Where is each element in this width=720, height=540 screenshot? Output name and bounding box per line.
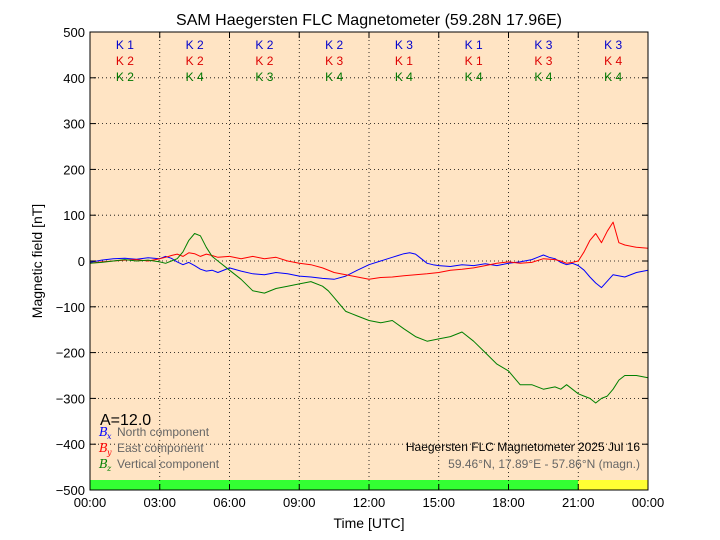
k-index-label: K 2 [255,38,273,52]
y-tick-label: −500 [56,483,85,498]
k-index-labels: K 1 K 2 K 2 K 2 K 3 K 1 K 3 K 3 K 2 K 2 K 2 K 3 K 1 K… [116,38,623,84]
series-line-bz [89,233,649,404]
y-tick-labels: 500 400 300 200 100 0 −100 −200 −300 −400 −500 [56,25,85,498]
k-index-label: K 1 [395,54,413,68]
y-tick-label: 400 [63,71,85,86]
k-index-label: K 3 [395,38,413,52]
k-index-label: K 4 [604,70,622,84]
k-index-label: K 2 [186,54,204,68]
legend-label: North component [117,425,210,439]
k-index-label: K 1 [465,54,483,68]
y-tick-label: −300 [56,391,85,406]
legend-subscript: x [107,432,112,441]
y-tick-label: 100 [63,208,85,223]
grid-lines [90,32,648,490]
x-tick-label: 21:00 [562,495,595,510]
x-tick-labels: 00:00 03:00 06:00 09:00 12:00 15:00 18:00 21:00… [74,495,665,510]
y-tick-label: 200 [63,162,85,177]
y-axis-label: Magnetic field [nT] [29,204,45,318]
x-tick-label: 18:00 [492,495,525,510]
k-index-label: K 2 [116,54,134,68]
k-index-label: K 2 [325,38,343,52]
y-tick-label: 300 [63,117,85,132]
k-index-label: K 4 [534,70,552,84]
status-bar-segment-0 [90,480,579,490]
y-tick-label: 0 [78,254,85,269]
x-tick-label: 00:00 [74,495,107,510]
k-index-label: K 3 [255,70,273,84]
legend-subscript: y [106,448,112,457]
legend-symbol: B [98,457,108,471]
legend-label: East component [117,441,204,455]
k-index-label: K 4 [395,70,413,84]
y-tick-label: −400 [56,437,85,452]
k-index-label: K 1 [116,38,134,52]
series-line-by [89,221,649,280]
data-series [89,221,649,404]
status-bar-segment-1 [578,480,648,490]
coordinates-label: 59.46°N, 17.89°E - 57.86°N (magn.) [448,457,640,471]
k-index-label: K 3 [325,54,343,68]
chart-title: SAM Haegersten FLC Magnetometer (59.28N … [176,12,562,29]
legend-subscript: z [106,464,112,473]
k-index-label: K 3 [534,38,552,52]
station-info-label: Haegersten FLC Magnetometer 2025 Jul 16 [406,440,640,454]
x-axis-label: Time [UTC] [333,515,404,531]
k-index-label: K 2 [255,54,273,68]
x-tick-label: 03:00 [143,495,176,510]
k-index-label: K 1 [465,38,483,52]
k-index-label: K 4 [465,70,483,84]
legend-symbol: B [98,441,108,455]
k-index-label: K 3 [534,54,552,68]
x-tick-label: 00:00 [632,495,665,510]
y-tick-label: −100 [56,300,85,315]
y-tick-label: 500 [63,25,85,40]
k-index-label: K 2 [116,70,134,84]
k-index-label: K 4 [186,70,204,84]
k-index-label: K 3 [604,38,622,52]
y-tick-label: −200 [56,346,85,361]
k-index-label: K 4 [325,70,343,84]
series-line-bx [89,252,649,289]
x-tick-label: 06:00 [213,495,246,510]
k-index-label: K 4 [604,54,622,68]
legend-symbol: B [98,425,108,439]
k-index-label: K 2 [186,38,204,52]
x-tick-label: 09:00 [283,495,316,510]
x-tick-label: 15:00 [422,495,455,510]
a-index-label: A=12.0 [100,412,151,429]
status-bar [90,480,648,490]
axis-ticks [89,31,649,491]
legend-label: Vertical component [117,457,220,471]
x-tick-label: 12:00 [353,495,386,510]
